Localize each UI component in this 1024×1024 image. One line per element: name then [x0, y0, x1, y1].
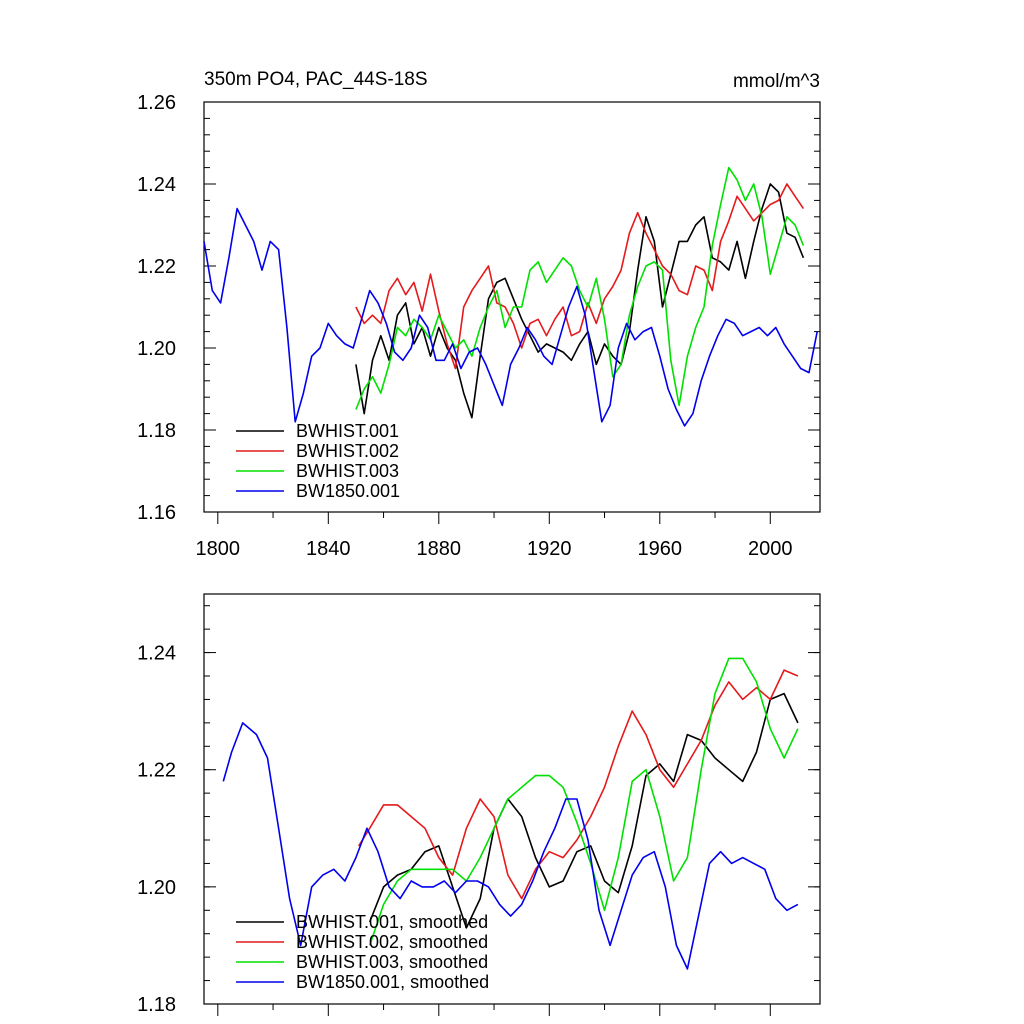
y-tick-label: 1.16	[137, 502, 176, 524]
y-tick-label: 1.22	[137, 760, 176, 782]
y-tick-label: 1.24	[137, 174, 176, 196]
y-tick-label: 1.26	[137, 92, 176, 114]
legend-label: BWHIST.002, smoothed	[296, 932, 488, 952]
series-line-2	[368, 657, 799, 946]
x-tick-label: 1960	[638, 538, 683, 560]
x-tick-label: 1800	[196, 538, 241, 560]
legend-label: BW1850.001, smoothed	[296, 972, 489, 992]
legend-label: BWHIST.003	[296, 461, 399, 481]
chart-title: 350m PO4, PAC_44S-18S	[204, 69, 428, 90]
legend-label: BWHIST.002	[296, 441, 399, 461]
y-tick-label: 1.18	[137, 994, 176, 1016]
y-tick-label: 1.22	[137, 256, 176, 278]
series-line-3	[222, 722, 799, 970]
series-line-0	[368, 692, 799, 929]
units-label: mmol/m^3	[733, 71, 820, 92]
plot-frame	[203, 101, 821, 513]
legend-label: BW1850.001	[296, 481, 400, 501]
series-line-0	[355, 183, 805, 419]
legend-label: BWHIST.003, smoothed	[296, 952, 488, 972]
series-line-1	[358, 669, 799, 900]
x-tick-label: 1880	[417, 538, 462, 560]
top-panel: 350m PO4, PAC_44S-18S mmol/m^3 1.16 1.18 1…	[137, 69, 821, 560]
series-line-1	[355, 183, 805, 370]
x-tick-label: 1840	[306, 538, 351, 560]
y-tick-label: 1.18	[137, 420, 176, 442]
series-line-2	[355, 166, 805, 410]
plot-frame	[203, 593, 821, 1005]
x-tick-label: 2000	[748, 538, 793, 560]
y-tick-label: 1.24	[137, 643, 176, 665]
legend-label: BWHIST.001	[296, 421, 399, 441]
legend-label: BWHIST.001, smoothed	[296, 912, 488, 932]
series-line-3	[203, 207, 818, 427]
y-tick-label: 1.20	[137, 338, 176, 360]
y-tick-label: 1.20	[137, 877, 176, 899]
x-tick-label: 1920	[527, 538, 572, 560]
